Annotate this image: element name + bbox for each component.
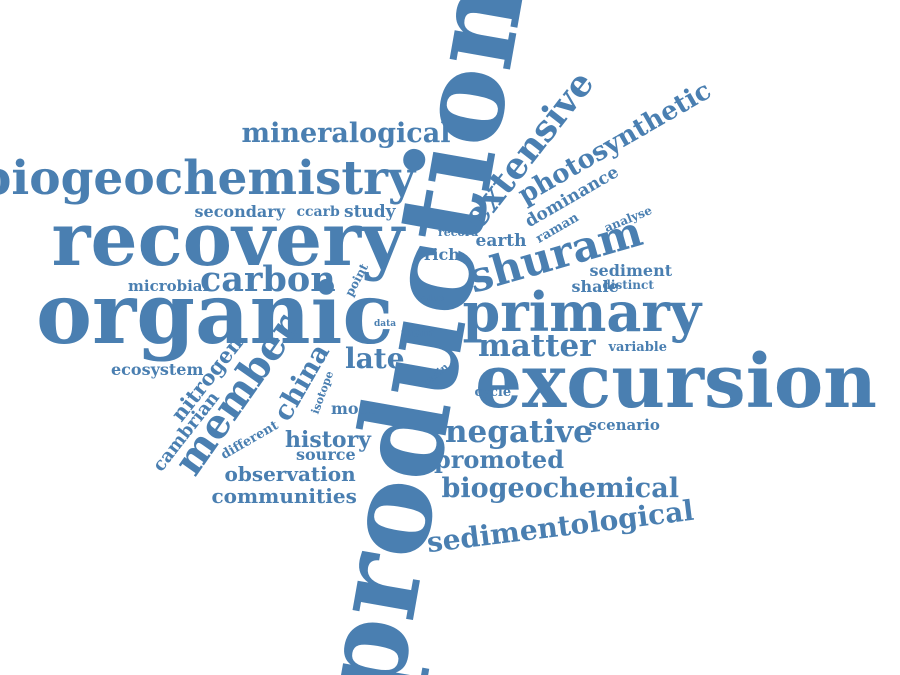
word-value: value bbox=[418, 295, 445, 304]
word-source: source bbox=[296, 447, 356, 463]
word-sediment: sediment bbox=[590, 263, 673, 279]
word-observation: observation bbox=[225, 464, 356, 484]
word-variable: variable bbox=[609, 341, 668, 354]
word-negative: negative bbox=[445, 417, 593, 448]
word-late: late bbox=[345, 345, 405, 373]
word-communities: communities bbox=[212, 486, 357, 506]
word-mineralogical: mineralogical bbox=[242, 120, 451, 147]
word-biogeochemical: biogeochemical bbox=[442, 475, 679, 502]
word-matter: matter bbox=[478, 331, 596, 362]
word-distinct: distinct bbox=[603, 279, 654, 291]
word-promoted: promoted bbox=[434, 448, 564, 472]
word-rich: rich bbox=[424, 247, 460, 263]
word-data: data bbox=[374, 320, 396, 329]
word-main: main bbox=[401, 327, 435, 339]
word-record: record bbox=[438, 227, 478, 238]
word-biogeochemistry: biogeochemistry bbox=[0, 155, 415, 202]
word-earth: earth bbox=[476, 233, 527, 250]
word-study: study bbox=[344, 204, 396, 221]
word-cycle: cycle bbox=[475, 386, 512, 399]
word-scenario: scenario bbox=[589, 418, 660, 433]
word-ccarb: ccarb bbox=[297, 205, 340, 219]
word-sedimentological: sedimentological bbox=[425, 497, 695, 558]
word-most: most bbox=[331, 401, 375, 417]
word-microbial: microbial bbox=[128, 279, 208, 294]
word-carbon: carbon bbox=[200, 262, 336, 297]
word-secondary: secondary bbox=[195, 204, 286, 220]
word-ecosystem: ecosystem bbox=[111, 362, 203, 378]
